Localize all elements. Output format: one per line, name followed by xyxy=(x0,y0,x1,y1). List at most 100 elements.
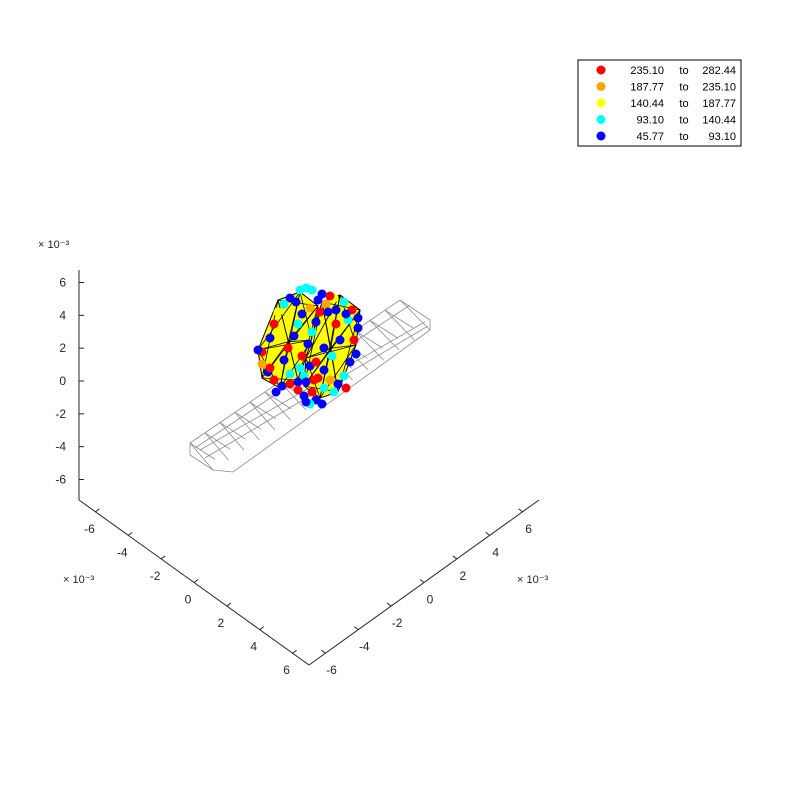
z-tick-label: 2 xyxy=(59,341,66,355)
z-tick-label: 4 xyxy=(59,308,66,322)
x-tick-mark xyxy=(321,649,326,654)
data-point xyxy=(283,343,293,353)
coil-wire xyxy=(305,294,341,359)
data-point xyxy=(325,375,335,385)
data-point xyxy=(279,355,289,365)
data-point xyxy=(301,377,311,387)
z-tick-label: 6 xyxy=(59,276,66,290)
data-point xyxy=(329,387,339,397)
substrate-mesh xyxy=(189,299,431,473)
z-tick-label: -6 xyxy=(55,473,66,487)
data-point xyxy=(349,335,359,345)
data-point xyxy=(325,291,335,301)
substrate-edge xyxy=(384,309,415,341)
legend-marker xyxy=(596,131,606,141)
x-tick-mark xyxy=(452,555,458,560)
data-point xyxy=(319,383,329,393)
data-point xyxy=(345,357,355,367)
legend-range-to: to xyxy=(679,65,688,77)
data-point xyxy=(321,299,331,309)
substrate-edge xyxy=(204,432,229,461)
data-point xyxy=(307,387,317,397)
y-tick-mark xyxy=(226,602,232,607)
substrate-edge xyxy=(234,412,261,430)
legend-range-low: 187.77 xyxy=(630,82,664,94)
y-tick-mark xyxy=(292,649,297,654)
data-point xyxy=(265,363,275,373)
legend-range-to: to xyxy=(679,82,688,94)
data-point xyxy=(257,359,267,369)
x-tick-label: 6 xyxy=(525,522,532,536)
data-point xyxy=(253,345,263,355)
substrate-edge xyxy=(354,330,383,349)
data-point xyxy=(327,351,337,361)
y-tick-label: -6 xyxy=(84,522,95,536)
data-point xyxy=(307,285,317,295)
data-point xyxy=(353,323,363,333)
legend-range-high: 93.10 xyxy=(708,131,736,143)
legend-marker xyxy=(596,65,606,75)
z-axis-exponent: × 10⁻³ xyxy=(38,239,70,251)
substrate-edge xyxy=(369,320,400,351)
y-tick-mark xyxy=(127,531,133,536)
coil-wire xyxy=(330,344,357,349)
data-point xyxy=(341,309,351,319)
data-point xyxy=(305,303,315,313)
coil-wire xyxy=(261,377,299,381)
x-tick-label: 0 xyxy=(427,593,434,607)
x-tick-mark xyxy=(419,579,425,583)
data-point xyxy=(269,375,279,385)
y-tick-mark xyxy=(259,626,265,631)
legend-range-high: 187.77 xyxy=(702,98,736,110)
substrate-edge xyxy=(234,412,260,441)
data-point xyxy=(317,399,327,409)
scatter-points xyxy=(253,283,363,409)
data-point xyxy=(351,349,361,359)
legend-range-low: 45.77 xyxy=(636,131,664,143)
x-tick-mark xyxy=(353,626,359,631)
data-point xyxy=(311,317,321,327)
data-point xyxy=(265,333,275,343)
data-point xyxy=(341,383,351,393)
z-axis-ticks: 6 4 2 0 -2 -4 -6 xyxy=(55,276,84,487)
x-axis-ticks: -6 -4 -2 0 2 4 6 xyxy=(321,508,532,677)
legend-range-to: to xyxy=(679,131,688,143)
legend-range-high: 282.44 xyxy=(702,65,736,77)
data-point xyxy=(319,343,329,353)
y-tick-mark xyxy=(193,579,199,583)
data-point xyxy=(273,307,283,317)
substrate-edge xyxy=(204,432,231,450)
data-point xyxy=(333,379,343,389)
coil-wire xyxy=(277,299,289,342)
data-point xyxy=(313,295,323,305)
substrate-edge xyxy=(399,299,431,331)
legend-marker xyxy=(596,115,606,124)
data-point xyxy=(285,379,295,389)
x-tick-label: -6 xyxy=(326,663,337,677)
substrate-edge xyxy=(369,320,399,339)
substrate-edge xyxy=(249,401,277,420)
y-tick-label: 0 xyxy=(185,593,192,607)
y-axis-exponent: × 10⁻³ xyxy=(63,574,95,586)
x-tick-label: 2 xyxy=(460,569,467,583)
data-point xyxy=(353,313,363,323)
data-point xyxy=(293,319,303,329)
data-point xyxy=(315,307,325,317)
data-point xyxy=(285,369,295,379)
data-point xyxy=(269,319,279,329)
data-point xyxy=(271,387,281,397)
data-point xyxy=(295,363,305,373)
substrate-edge xyxy=(384,309,414,329)
substrate-edge xyxy=(219,422,245,451)
data-point xyxy=(307,327,317,337)
x-tick-label: -2 xyxy=(392,616,403,630)
y-tick-label: 2 xyxy=(218,616,225,630)
x-tick-label: -4 xyxy=(359,640,370,654)
data-point xyxy=(279,299,289,309)
data-point xyxy=(291,297,301,307)
y-tick-mark xyxy=(160,555,166,560)
data-point xyxy=(335,335,345,345)
y-tick-label: -2 xyxy=(150,569,161,583)
data-point xyxy=(289,331,299,341)
data-point xyxy=(293,385,303,395)
